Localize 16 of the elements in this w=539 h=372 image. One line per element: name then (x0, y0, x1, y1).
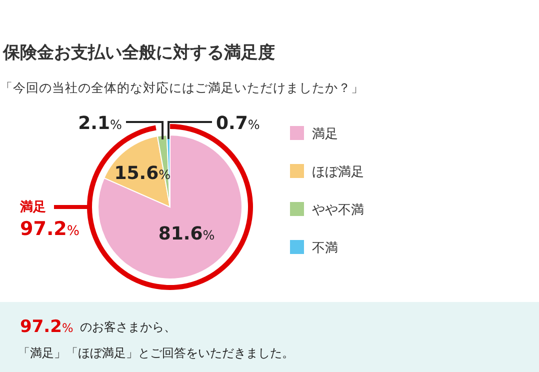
chart-subtitle: 「今回の当社の全体的な対応にはご満足いただけましたか？」 (0, 80, 364, 95)
data-label: 81.6% (158, 223, 215, 244)
text: 97.2% (20, 218, 80, 240)
text: 満足 (19, 200, 46, 215)
text: 97.2% (20, 317, 74, 337)
legend-label: 満足 (312, 127, 338, 142)
legend-label: 不満 (312, 241, 338, 256)
legend-label: ほぼ満足 (312, 165, 364, 180)
text: 「満足」「ほぼ満足」とご回答をいただきました。 (18, 346, 294, 360)
data-label: 15.6% (114, 162, 171, 184)
legend-label: やや不満 (312, 203, 364, 218)
chart-title: 保険金お支払い全般に対する満足度 (2, 43, 275, 63)
text: のお客さまから、 (80, 320, 176, 334)
pie-slice (98, 134, 242, 280)
data-label: 0.7% (216, 113, 260, 134)
data-label: 2.1% (78, 113, 122, 134)
